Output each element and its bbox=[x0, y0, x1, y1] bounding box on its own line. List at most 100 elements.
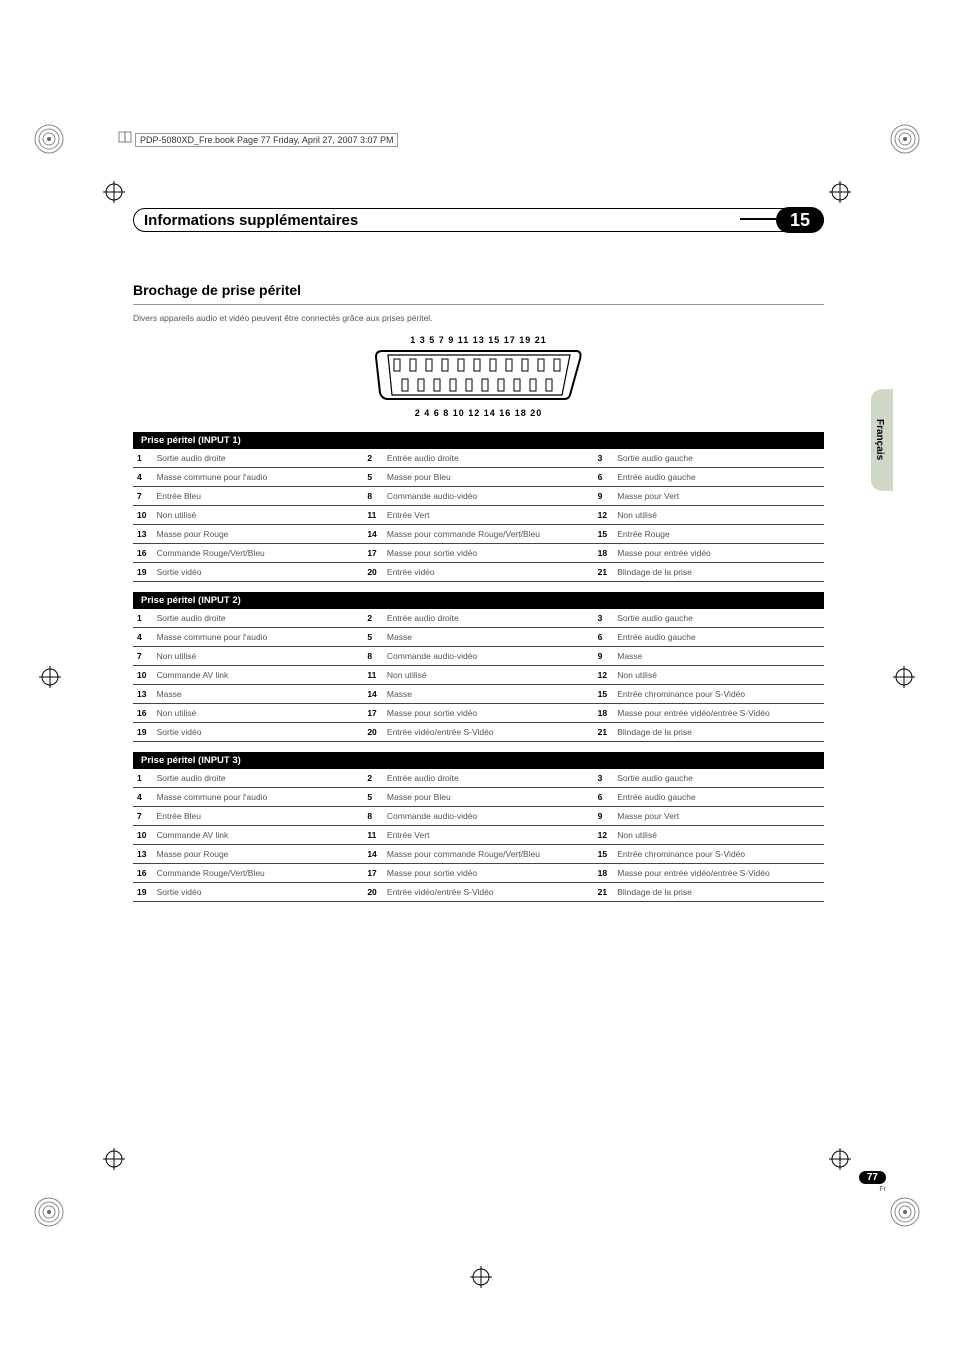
pin-number: 2 bbox=[363, 449, 383, 468]
table-row: 10Non utilisé11Entrée Vert12Non utilisé bbox=[133, 506, 824, 525]
pin-number: 15 bbox=[594, 525, 614, 544]
pin-number: 9 bbox=[594, 807, 614, 826]
pin-number: 3 bbox=[594, 609, 614, 628]
pin-label: Masse pour entrée vidéo/entrée S-Vidéo bbox=[613, 704, 824, 723]
table-header: Prise péritel (INPUT 2) bbox=[133, 592, 824, 609]
table-row: 13Masse pour Rouge14Masse pour commande … bbox=[133, 845, 824, 864]
pin-number: 20 bbox=[363, 563, 383, 582]
pin-label: Blindage de la prise bbox=[613, 883, 824, 902]
table-row: 1Sortie audio droite2Entrée audio droite… bbox=[133, 609, 824, 628]
pin-label: Commande audio-vidéo bbox=[383, 807, 594, 826]
pin-label: Entrée audio gauche bbox=[613, 788, 824, 807]
pin-number: 16 bbox=[133, 704, 153, 723]
table-row: 4Masse commune pour l'audio5Masse pour B… bbox=[133, 468, 824, 487]
chapter-number-badge: 15 bbox=[776, 207, 824, 233]
pin-number: 10 bbox=[133, 826, 153, 845]
table-row: 7Non utilisé8Commande audio-vidéo9Masse bbox=[133, 647, 824, 666]
page-content: Brochage de prise péritel Divers apparei… bbox=[133, 282, 824, 912]
pin-label: Entrée audio droite bbox=[383, 769, 594, 788]
pin-label: Commande Rouge/Vert/Bleu bbox=[153, 864, 364, 883]
table-row: 10Commande AV link11Entrée Vert12Non uti… bbox=[133, 826, 824, 845]
pin-number: 3 bbox=[594, 449, 614, 468]
pin-number: 14 bbox=[363, 685, 383, 704]
pinout-table: 1Sortie audio droite2Entrée audio droite… bbox=[133, 449, 824, 582]
page-lang: Fr bbox=[859, 1186, 886, 1193]
pin-number: 1 bbox=[133, 609, 153, 628]
pin-number: 1 bbox=[133, 769, 153, 788]
pin-number: 21 bbox=[594, 563, 614, 582]
table-header: Prise péritel (INPUT 3) bbox=[133, 752, 824, 769]
pin-number: 7 bbox=[133, 487, 153, 506]
pinout-table: 1Sortie audio droite2Entrée audio droite… bbox=[133, 609, 824, 742]
pin-label: Sortie audio droite bbox=[153, 609, 364, 628]
pin-label: Commande Rouge/Vert/Bleu bbox=[153, 544, 364, 563]
pin-number: 10 bbox=[133, 666, 153, 685]
pin-number: 10 bbox=[133, 506, 153, 525]
pin-label: Commande AV link bbox=[153, 666, 364, 685]
pin-label: Entrée Bleu bbox=[153, 487, 364, 506]
pin-label: Non utilisé bbox=[613, 506, 824, 525]
pin-number: 11 bbox=[363, 506, 383, 525]
table-row: 1Sortie audio droite2Entrée audio droite… bbox=[133, 449, 824, 468]
pin-label: Non utilisé bbox=[613, 666, 824, 685]
pin-label: Masse commune pour l'audio bbox=[153, 468, 364, 487]
registration-icon bbox=[829, 1148, 851, 1170]
pin-label: Masse pour commande Rouge/Vert/Bleu bbox=[383, 525, 594, 544]
table-row: 7Entrée Bleu8Commande audio-vidéo9Masse … bbox=[133, 807, 824, 826]
pin-label: Masse pour Vert bbox=[613, 807, 824, 826]
pin-label: Entrée Bleu bbox=[153, 807, 364, 826]
pin-label: Masse pour Vert bbox=[613, 487, 824, 506]
chapter-header: Informations supplémentaires 15 bbox=[133, 208, 824, 233]
pin-label: Masse bbox=[153, 685, 364, 704]
pin-number: 17 bbox=[363, 704, 383, 723]
pin-label: Entrée audio gauche bbox=[613, 628, 824, 647]
pin-number: 5 bbox=[363, 788, 383, 807]
pin-label: Sortie audio droite bbox=[153, 769, 364, 788]
scart-diagram: 1 3 5 7 9 11 13 15 17 19 21 2 4 6 8 10 1… bbox=[133, 335, 824, 418]
pin-number: 7 bbox=[133, 647, 153, 666]
pin-label: Masse pour Bleu bbox=[383, 788, 594, 807]
pin-number: 17 bbox=[363, 864, 383, 883]
pin-label: Sortie vidéo bbox=[153, 723, 364, 742]
table-row: 13Masse pour Rouge14Masse pour commande … bbox=[133, 525, 824, 544]
pin-number: 9 bbox=[594, 487, 614, 506]
pin-number: 6 bbox=[594, 468, 614, 487]
registration-icon bbox=[103, 1148, 125, 1170]
pin-number: 15 bbox=[594, 685, 614, 704]
pin-label: Entrée Rouge bbox=[613, 525, 824, 544]
pin-number: 6 bbox=[594, 628, 614, 647]
pin-label: Masse pour Bleu bbox=[383, 468, 594, 487]
pin-number: 13 bbox=[133, 845, 153, 864]
pin-number: 3 bbox=[594, 769, 614, 788]
pin-number: 12 bbox=[594, 826, 614, 845]
pin-label: Commande AV link bbox=[153, 826, 364, 845]
pin-label: Masse bbox=[613, 647, 824, 666]
language-tab: Français bbox=[871, 389, 893, 491]
pin-label: Sortie audio gauche bbox=[613, 609, 824, 628]
pin-number: 13 bbox=[133, 525, 153, 544]
pin-label: Blindage de la prise bbox=[613, 723, 824, 742]
pin-number: 11 bbox=[363, 826, 383, 845]
pin-number: 1 bbox=[133, 449, 153, 468]
pin-number: 13 bbox=[133, 685, 153, 704]
pin-number: 20 bbox=[363, 883, 383, 902]
pin-number: 9 bbox=[594, 647, 614, 666]
pin-label: Masse commune pour l'audio bbox=[153, 628, 364, 647]
scart-top-labels: 1 3 5 7 9 11 13 15 17 19 21 bbox=[133, 335, 824, 345]
table-row: 7Entrée Bleu8Commande audio-vidéo9Masse … bbox=[133, 487, 824, 506]
pin-label: Entrée vidéo bbox=[383, 563, 594, 582]
registration-icon bbox=[103, 181, 125, 203]
table-row: 13Masse14Masse15Entrée chrominance pour … bbox=[133, 685, 824, 704]
crop-mark-icon bbox=[31, 1194, 67, 1230]
pin-label: Sortie vidéo bbox=[153, 563, 364, 582]
pin-label: Entrée vidéo/entrée S-Vidéo bbox=[383, 723, 594, 742]
pin-label: Masse commune pour l'audio bbox=[153, 788, 364, 807]
pin-label: Sortie audio gauche bbox=[613, 449, 824, 468]
pin-label: Masse pour sortie vidéo bbox=[383, 704, 594, 723]
book-icon bbox=[118, 130, 132, 144]
pin-number: 15 bbox=[594, 845, 614, 864]
crop-mark-icon bbox=[887, 121, 923, 157]
pin-number: 4 bbox=[133, 468, 153, 487]
pin-number: 16 bbox=[133, 864, 153, 883]
pin-number: 8 bbox=[363, 487, 383, 506]
